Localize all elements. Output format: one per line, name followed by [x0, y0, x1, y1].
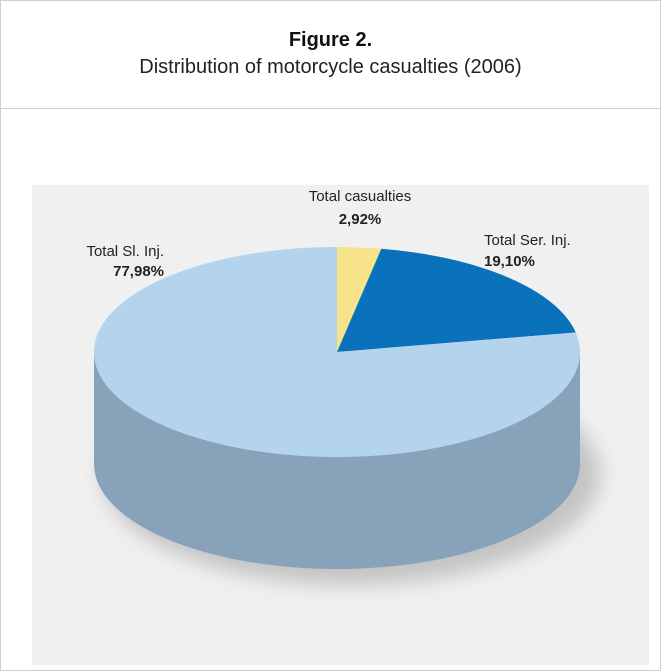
slice-label-3: Total Sl. Inj. [86, 243, 164, 260]
slice-label-1: Total casualties [309, 188, 412, 205]
pie-slice-3 [93, 247, 580, 457]
pie-side-3 [94, 352, 580, 569]
figure-number: Figure 2. [288, 29, 373, 51]
slice-value-1: 2,92% [339, 211, 382, 228]
slice-value-3: 77,98% [113, 263, 164, 280]
pie-slice-1 [337, 247, 382, 352]
pie-chart: Total casualties 2,92% Total Ser. Inj. 19,1… [32, 185, 649, 665]
slice-value-2: 19,10% [484, 253, 535, 270]
slice-label-2: Total Ser. Inj. [484, 232, 571, 249]
figure-header: Figure 2. Distribution of motorcycle cas… [1, 1, 660, 109]
chart-area: Total casualties 2,92% Total Ser. Inj. 19,1… [1, 109, 660, 670]
pie-slice-2 [337, 248, 576, 352]
figure-title: Distribution of motorcycle casualties (2… [139, 56, 522, 78]
